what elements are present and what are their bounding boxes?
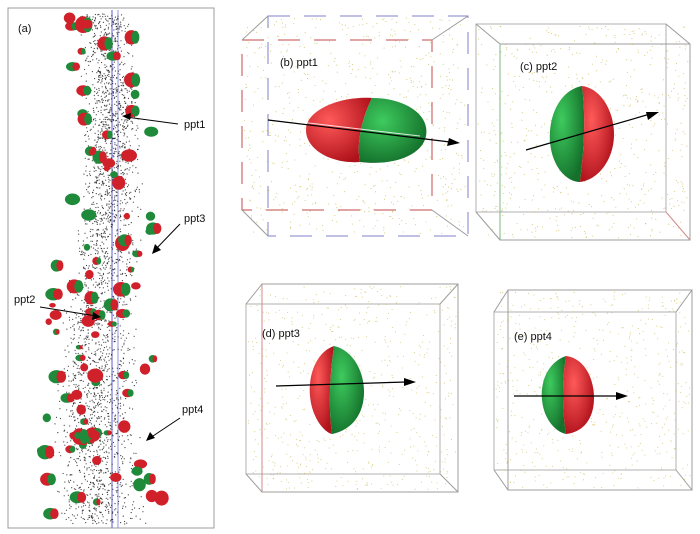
ppt2-callout-label: ppt2	[14, 294, 35, 306]
ppt1-green-half	[358, 98, 427, 163]
ppt3-green-half	[329, 346, 364, 434]
panel-c-ppt2: (c) ppt2	[475, 23, 691, 241]
panel-d-precipitate	[309, 346, 364, 434]
panel-c-precipitate	[549, 86, 614, 182]
panel-d-arrowhead	[404, 378, 416, 386]
panel-e-matrix-atoms	[495, 291, 691, 489]
panel-d-box	[245, 283, 459, 493]
panel-c-box	[475, 23, 691, 241]
ppt2-callout-arrow	[39, 306, 97, 317]
panel-e-ppt4: (e) ppt4	[493, 289, 693, 491]
panel-b-precipitate	[306, 97, 427, 163]
ppt4-callout-label: ppt4	[182, 404, 203, 416]
panel-e-precipitate	[541, 356, 594, 434]
ppt2-red-half	[580, 86, 614, 182]
panel-b-box	[241, 15, 469, 237]
panel-c-matrix-atoms	[477, 25, 689, 239]
ppt2-green-half	[549, 86, 585, 182]
panel-b-label: (b) ppt1	[280, 57, 318, 69]
ppt4-green-half	[541, 356, 566, 434]
panel-e-arrowhead	[616, 392, 628, 400]
panel-b-arrowhead	[447, 138, 460, 146]
ppt3-callout-label: ppt3	[184, 213, 205, 225]
panel-e-box	[493, 289, 693, 491]
panel-a-frame	[7, 7, 215, 529]
ppt3-callout-arrow	[154, 223, 181, 251]
panel-c-direction-arrow	[525, 113, 651, 151]
ppt1-callout-label: ppt1	[184, 119, 205, 131]
panel-d-direction-arrow	[275, 381, 407, 387]
panel-a-precipitates	[36, 12, 169, 520]
panel-d-label: (d) ppt3	[262, 328, 300, 340]
ppt1-callout-arrow	[125, 116, 179, 125]
ppt4-callout-arrowhead	[146, 432, 155, 441]
ppt3-callout-arrowhead	[152, 244, 161, 254]
ppt1-red-half	[306, 97, 372, 163]
panel-b-direction-arrow-highlight	[299, 121, 421, 137]
ppt4-red-half	[563, 356, 594, 434]
panel-d-ppt3: (d) ppt3	[245, 283, 459, 493]
ppt3-red-half	[309, 346, 334, 434]
panel-b-direction-arrow	[267, 119, 451, 143]
ppt2-callout-arrowhead	[92, 312, 101, 320]
panel-c-arrowhead	[646, 112, 659, 120]
panel-c-label: (c) ppt2	[520, 61, 557, 73]
panel-a-label: (a)	[18, 23, 31, 35]
panel-e-label: (e) ppt4	[514, 331, 552, 343]
panel-a-atom-map: (a) ppt1 ppt3 ppt2 ppt4	[7, 7, 215, 529]
ppt4-callout-arrow	[149, 417, 181, 439]
panel-b-ppt1: (b) ppt1	[241, 15, 469, 237]
ppt1-callout-arrowhead	[122, 113, 131, 120]
